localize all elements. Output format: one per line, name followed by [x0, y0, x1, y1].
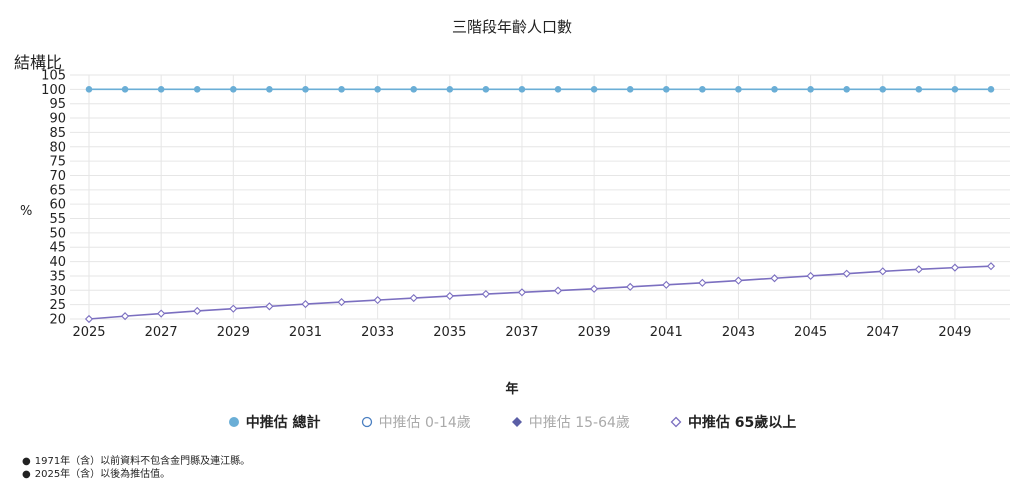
svg-text:45: 45: [49, 241, 66, 256]
legend-label: 中推估 總計: [245, 415, 321, 431]
legend-item-65-plus[interactable]: 中推估 65歲以上: [670, 412, 796, 432]
svg-text:2027: 2027: [145, 325, 178, 340]
svg-text:25: 25: [49, 298, 66, 313]
legend-item-0-14[interactable]: 中推估 0-14歲: [361, 412, 471, 432]
svg-text:2029: 2029: [217, 325, 250, 340]
footnote: ● 1971年（含）以前資料不包含金門縣及連江縣。: [22, 456, 251, 467]
svg-text:50: 50: [49, 226, 66, 241]
svg-text:2043: 2043: [722, 325, 755, 340]
footnotes: ● 1971年（含）以前資料不包含金門縣及連江縣。 ● 2025年（含）以後為推估值…: [22, 455, 250, 481]
open-circle-marker-icon: [361, 416, 372, 428]
svg-text:80: 80: [49, 140, 66, 155]
legend: 中推估 總計 中推估 0-14歲 中推估 15-64歲 中推估 65歲以上: [0, 412, 1024, 432]
y-axis-unit: %: [20, 204, 33, 219]
diamond-marker-icon: [511, 417, 522, 427]
svg-text:30: 30: [49, 284, 66, 299]
svg-text:2049: 2049: [938, 325, 971, 340]
svg-text:2047: 2047: [866, 325, 899, 340]
circle-marker-icon: [228, 417, 239, 427]
plot-area: 2025303540455055606570758085909510010520…: [41, 69, 1010, 340]
svg-text:35: 35: [49, 269, 66, 284]
x-axis-title: 年: [505, 382, 519, 397]
svg-text:2037: 2037: [505, 325, 538, 340]
legend-label: 中推估 65歲以上: [687, 415, 797, 431]
svg-text:20: 20: [49, 313, 66, 328]
legend-label: 中推估 15-64歲: [528, 415, 630, 431]
svg-text:55: 55: [49, 212, 66, 227]
svg-text:2031: 2031: [289, 325, 322, 340]
svg-text:100: 100: [41, 83, 66, 98]
legend-label: 中推估 0-14歲: [378, 415, 471, 431]
y-axis-title: 結構比: [14, 53, 63, 72]
svg-text:85: 85: [49, 126, 66, 141]
svg-text:70: 70: [49, 169, 66, 184]
legend-item-total[interactable]: 中推估 總計: [228, 412, 321, 432]
legend-item-15-64[interactable]: 中推估 15-64歲: [511, 412, 630, 432]
bullet-icon: ●: [22, 456, 31, 467]
chart-title: 三階段年齡人口數: [451, 18, 572, 36]
svg-text:90: 90: [49, 112, 66, 127]
footnote: ● 2025年（含）以後為推估值。: [22, 469, 171, 480]
bullet-icon: ●: [22, 469, 31, 480]
svg-text:2025: 2025: [72, 325, 105, 340]
svg-text:2045: 2045: [794, 325, 827, 340]
svg-text:95: 95: [49, 97, 66, 112]
svg-text:60: 60: [49, 198, 66, 213]
svg-text:2033: 2033: [361, 325, 394, 340]
svg-text:75: 75: [49, 155, 66, 170]
svg-text:2035: 2035: [433, 325, 466, 340]
svg-text:2041: 2041: [650, 325, 683, 340]
svg-text:105: 105: [41, 69, 66, 84]
svg-text:65: 65: [49, 183, 66, 198]
svg-text:2039: 2039: [578, 325, 611, 340]
open-diamond-marker-icon: [670, 416, 682, 428]
svg-text:40: 40: [49, 255, 66, 270]
